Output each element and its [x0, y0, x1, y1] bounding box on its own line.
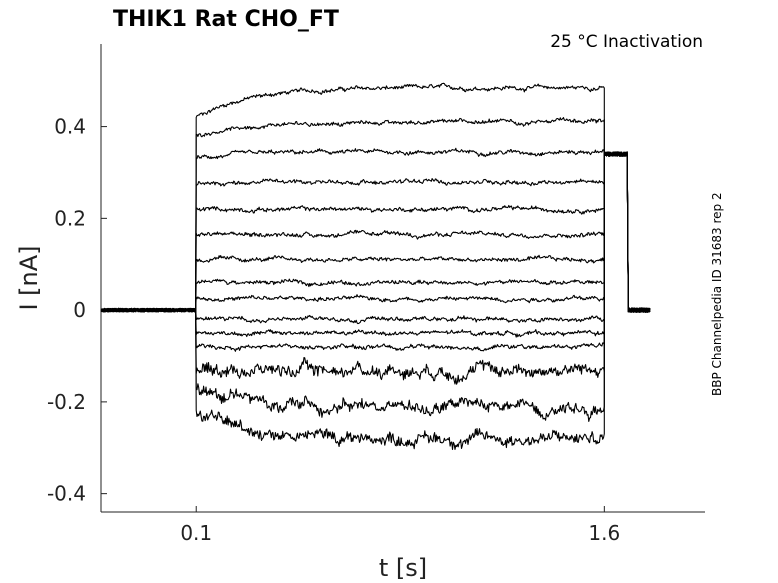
- y-tick-label: -0.2: [47, 390, 86, 414]
- y-tick-label: -0.4: [47, 482, 86, 506]
- x-ticks: 0.1 1.6: [180, 506, 620, 545]
- current-trace: [100, 151, 651, 313]
- y-ticks: 0.4 0.2 0 -0.2 -0.4: [47, 115, 107, 506]
- channelpedia-id-label: BBP Channelpedia ID 31683 rep 2: [710, 192, 724, 396]
- current-trace: [100, 147, 651, 313]
- y-axis-label: I [nA]: [15, 245, 43, 310]
- current-trace: [100, 151, 651, 422]
- x-tick-label: 1.6: [588, 521, 620, 545]
- current-trace: [100, 117, 651, 313]
- current-trace: [100, 151, 651, 325]
- current-trace: [100, 151, 651, 385]
- current-trace: [100, 151, 651, 313]
- x-tick-label: 0.1: [180, 521, 212, 545]
- current-trace: [100, 151, 651, 313]
- x-axis-label: t [s]: [379, 554, 427, 582]
- y-tick-label: 0.4: [54, 115, 86, 139]
- condition-annotation: 25 °C Inactivation: [550, 32, 703, 52]
- current-trace: [100, 151, 651, 338]
- current-trace: [100, 82, 651, 313]
- current-trace: [100, 151, 651, 450]
- current-traces: [100, 82, 651, 450]
- current-trace: [100, 151, 651, 313]
- y-tick-label: 0: [73, 298, 86, 322]
- chart-title: THIK1 Rat CHO_FT: [113, 7, 339, 32]
- current-trace: [101, 151, 651, 313]
- y-tick-label: 0.2: [54, 206, 86, 230]
- current-trace: [100, 151, 651, 313]
- current-trace: [100, 151, 651, 352]
